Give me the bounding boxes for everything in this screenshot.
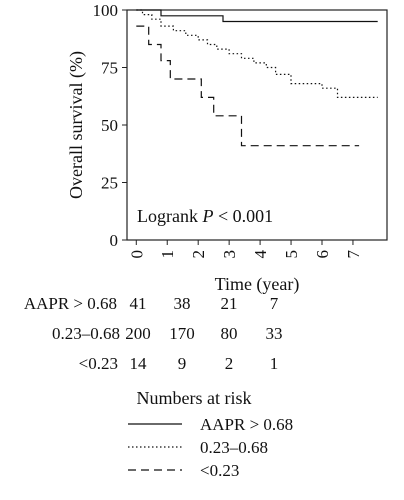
y-tick-label: 100	[93, 1, 119, 20]
risk-value: 80	[221, 324, 238, 343]
legend-label-1: 0.23–0.68	[200, 438, 268, 457]
y-tick-label: 50	[101, 116, 118, 135]
series-line-1	[136, 9, 378, 98]
risk-value: 14	[130, 354, 148, 373]
x-tick-label: 0	[127, 250, 146, 259]
risk-value: 1	[270, 354, 279, 373]
x-tick-label: 2	[189, 250, 208, 259]
y-axis-title: Overall survival (%)	[66, 51, 87, 199]
y-tick-label: 75	[101, 59, 118, 78]
series-line-2	[136, 25, 360, 147]
risk-table-title: Numbers at risk	[137, 388, 252, 408]
risk-value: 21	[221, 294, 238, 313]
x-tick-label: 3	[220, 250, 239, 259]
x-tick-label: 4	[251, 250, 270, 259]
risk-value: 38	[174, 294, 191, 313]
risk-value: 2	[225, 354, 234, 373]
risk-value: 41	[130, 294, 147, 313]
series-line-0	[136, 9, 378, 23]
legend-label-0: AAPR > 0.68	[200, 415, 293, 434]
risk-value: 9	[178, 354, 187, 373]
risk-row-label: 0.23–0.68	[52, 324, 120, 343]
y-tick-label: 25	[101, 174, 118, 193]
risk-table: AAPR > 0.68 41 38 21 70.23–0.68 200 170 80 33<0.…	[24, 294, 283, 408]
risk-row-label: <0.23	[79, 354, 118, 373]
risk-value: 200	[125, 324, 151, 343]
risk-value: 33	[266, 324, 283, 343]
legend-label-2: <0.23	[200, 461, 239, 480]
x-tick-label: 7	[344, 250, 363, 259]
risk-value: 7	[270, 294, 279, 313]
logrank-annotation: Logrank P < 0.001	[137, 206, 273, 226]
x-axis-title: Time (year)	[215, 274, 300, 295]
x-tick-label: 1	[158, 250, 177, 259]
x-tick-label: 5	[282, 250, 301, 259]
plot-area: 0 25 50 75 100 0 1 2 3 4 5 6 7 Overall survival (%) Ti…	[66, 1, 388, 295]
risk-row-label: AAPR > 0.68	[24, 294, 117, 313]
risk-value: 170	[169, 324, 195, 343]
legend: AAPR > 0.68 0.23–0.68 <0.23	[128, 415, 293, 480]
y-tick-label: 0	[110, 231, 119, 250]
x-tick-label: 6	[313, 250, 332, 259]
